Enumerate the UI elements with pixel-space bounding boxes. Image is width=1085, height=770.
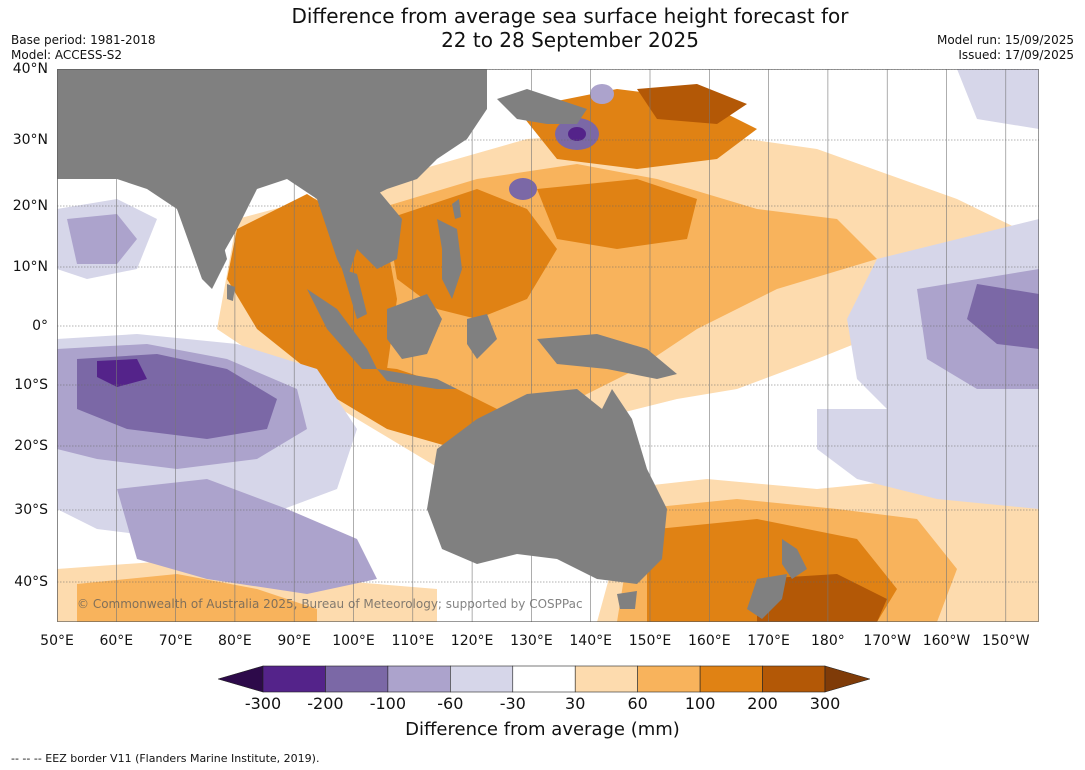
anomaly-light-purple-arabian xyxy=(67,214,137,264)
land-sri-lanka xyxy=(227,284,235,301)
land-asia xyxy=(57,69,487,279)
base-period-label: Base period: 1981-2018 xyxy=(11,33,156,47)
colorbar-under-triangle xyxy=(218,665,264,693)
land-indochina xyxy=(317,189,402,279)
colorbar-tick-label: 200 xyxy=(747,694,778,713)
colorbar-bin xyxy=(262,665,326,693)
colorbar-tick-label: -300 xyxy=(244,694,282,713)
colorbar-tick-label: 100 xyxy=(684,694,716,713)
longitude-label: 50°E xyxy=(40,633,74,649)
longitude-label: 160°E xyxy=(688,633,731,649)
issued-label: Issued: 17/09/2025 xyxy=(958,48,1074,62)
land-india-tip xyxy=(177,209,227,289)
colorbar xyxy=(218,665,870,693)
anomaly-purple-eddy-2 xyxy=(509,178,537,200)
eez-footnote: -- -- -- EEZ border V11 (Flanders Marine… xyxy=(11,752,320,765)
land-new-guinea xyxy=(537,334,677,379)
colorbar-bin xyxy=(512,665,576,693)
map-border xyxy=(57,69,1039,622)
colorbar-bin xyxy=(387,665,451,693)
anomaly-dark-purple-eddy xyxy=(568,127,586,141)
anomaly-brown-tasman xyxy=(757,574,887,622)
land-new-zealand-south xyxy=(747,574,787,619)
land-new-zealand-north xyxy=(782,539,807,579)
anomaly-medium-purple-ep xyxy=(967,284,1039,349)
map-canvas xyxy=(57,69,1039,622)
anomaly-purple-eddy-3 xyxy=(590,84,614,104)
latitude-label: 0° xyxy=(32,318,48,334)
land-borneo xyxy=(387,294,442,359)
longitude-label: 170°E xyxy=(747,633,790,649)
longitude-label: 140°E xyxy=(569,633,612,649)
latitude-label: 30°N xyxy=(12,132,48,148)
figure-title: Difference from average sea surface heig… xyxy=(220,4,920,52)
longitude-label: 100°E xyxy=(332,633,375,649)
longitude-label: 130°E xyxy=(510,633,553,649)
land xyxy=(57,69,807,619)
longitude-label: 90°E xyxy=(277,633,312,649)
meta-left: Base period: 1981-2018 Model: ACCESS-S2 xyxy=(11,33,156,63)
colorbar-tick-label: 300 xyxy=(809,694,841,713)
land-korea-japan xyxy=(497,89,587,124)
colorbar-bin xyxy=(450,665,514,693)
colorbar-tick-label: -100 xyxy=(369,694,407,713)
land-java xyxy=(377,369,457,389)
colorbar-tick-label: -30 xyxy=(499,694,526,713)
longitude-label: 160°W xyxy=(922,633,971,649)
longitude-label: 170°W xyxy=(863,633,911,649)
longitude-label: 60°E xyxy=(99,633,134,649)
land-australia xyxy=(427,389,667,584)
colorbar-tick-label: -60 xyxy=(437,694,464,713)
model-label: Model: ACCESS-S2 xyxy=(11,48,123,62)
anomaly-dark-orange-phil xyxy=(537,179,697,249)
meta-right: Model run: 15/09/2025 Issued: 17/09/2025 xyxy=(937,33,1074,63)
title-line-2: 22 to 28 September 2025 xyxy=(441,28,699,52)
latitude-label: 10°N xyxy=(12,259,48,275)
longitude-label: 150°W xyxy=(982,633,1030,649)
anomaly-light-purple-south-io xyxy=(117,479,377,594)
land-malay xyxy=(342,269,367,319)
model-run-label: Model run: 15/09/2025 xyxy=(936,33,1074,47)
colorbar-bin xyxy=(325,665,389,693)
land-taiwan xyxy=(452,199,461,219)
longitude-label: 120°E xyxy=(450,633,494,649)
title-line-1: Difference from average sea surface heig… xyxy=(291,4,849,28)
latitude-label: 20°N xyxy=(12,198,48,214)
colorbar-tick-label: 30 xyxy=(565,694,586,713)
colorbar-bin xyxy=(762,665,826,693)
anomaly-brown-kuroshio xyxy=(637,84,747,124)
land-philippines xyxy=(437,219,462,299)
longitude-label: 110°E xyxy=(391,633,435,649)
anomaly-dark-purple-io xyxy=(97,359,147,387)
sea-height-map xyxy=(57,69,1039,622)
latitude-label: 30°S xyxy=(14,502,48,518)
colorbar-tick-label: -200 xyxy=(307,694,344,713)
anomaly-lavender-nep xyxy=(957,69,1039,129)
anomaly-dark-orange-java xyxy=(307,359,517,449)
latitude-label: 20°S xyxy=(14,438,48,454)
colorbar-bin xyxy=(699,665,763,693)
colorbar-bin xyxy=(637,665,701,693)
land-sumatra xyxy=(307,289,377,369)
latitude-label: 10°S xyxy=(14,377,48,393)
latitude-label: 40°S xyxy=(14,574,48,590)
colorbar-bin xyxy=(574,665,638,693)
copyright-watermark: © Commonwealth of Australia 2025, Bureau… xyxy=(77,597,583,611)
longitude-label: 150°E xyxy=(628,633,672,649)
anomaly-lavender-sep xyxy=(817,409,1039,509)
land-tasmania xyxy=(617,591,637,609)
longitude-label: 80°E xyxy=(218,633,252,649)
colorbar-over-triangle xyxy=(824,665,870,693)
latitude-label: 40°N xyxy=(12,61,48,77)
longitude-label: 180° xyxy=(811,633,845,649)
colorbar-title: Difference from average (mm) xyxy=(405,719,680,740)
land-sulawesi xyxy=(467,314,497,359)
longitude-label: 70°E xyxy=(158,633,193,649)
colorbar-tick-label: 60 xyxy=(627,694,648,713)
anomaly-medium-orange-southwest xyxy=(77,574,317,622)
